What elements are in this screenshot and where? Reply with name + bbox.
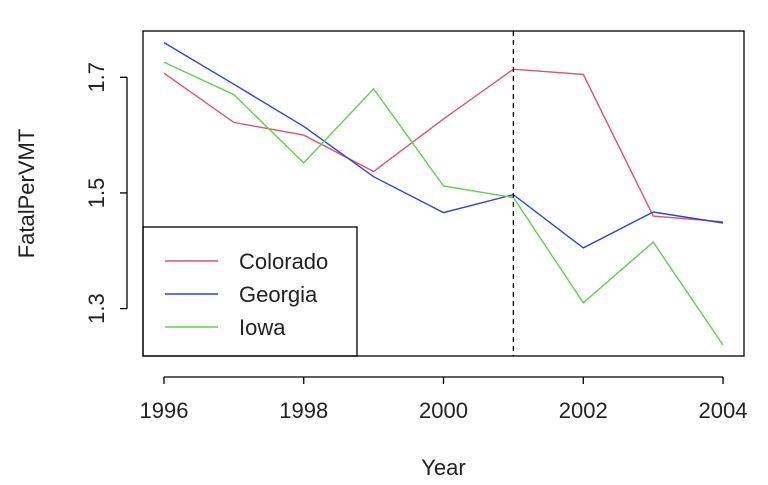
legend: Colorado Georgia Iowa bbox=[142, 226, 358, 357]
x-tick-label-2004: 2004 bbox=[699, 398, 748, 423]
y-axis-title: FatalPerVMT bbox=[14, 129, 39, 259]
plot-border bbox=[142, 30, 745, 357]
series-line-georgia bbox=[163, 41, 724, 249]
axes: 1996 1998 2000 2002 2004 1.3 1.5 1.7 bbox=[84, 62, 748, 423]
y-tick-label-1.7: 1.7 bbox=[84, 62, 109, 93]
x-tick-label-2002: 2002 bbox=[559, 398, 608, 423]
legend-label-georgia: Georgia bbox=[239, 282, 318, 307]
x-tick-label-1996: 1996 bbox=[139, 398, 188, 423]
series-line-iowa bbox=[163, 61, 724, 346]
legend-label-iowa: Iowa bbox=[239, 315, 286, 340]
x-tick-label-2000: 2000 bbox=[419, 398, 468, 423]
series-lines bbox=[163, 41, 724, 346]
x-tick-label-1998: 1998 bbox=[279, 398, 328, 423]
x-axis-title: Year bbox=[421, 455, 465, 480]
legend-box bbox=[142, 226, 358, 357]
series-line-colorado bbox=[163, 68, 724, 223]
y-tick-label-1.5: 1.5 bbox=[84, 178, 109, 209]
y-tick-label-1.3: 1.3 bbox=[84, 293, 109, 324]
legend-label-colorado: Colorado bbox=[239, 249, 328, 274]
